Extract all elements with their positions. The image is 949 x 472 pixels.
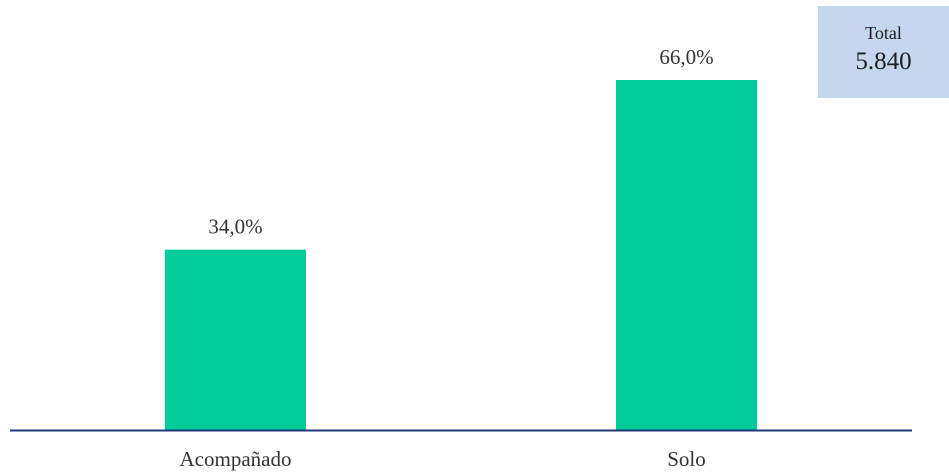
total-box: Total 5.840 <box>818 6 949 98</box>
bar-acompa-ado <box>165 249 306 430</box>
data-label: 34,0% <box>208 215 262 239</box>
category-label: Acompañado <box>180 447 292 471</box>
bar-solo <box>616 80 757 430</box>
data-label: 66,0% <box>659 45 713 69</box>
total-value: 5.840 <box>855 48 912 75</box>
bars-group <box>165 80 757 430</box>
category-labels-group: Acompañado Solo <box>180 447 706 471</box>
category-label: Solo <box>667 447 706 471</box>
data-labels-group: 34,0% 66,0% <box>208 45 713 239</box>
total-label: Total <box>865 23 902 43</box>
